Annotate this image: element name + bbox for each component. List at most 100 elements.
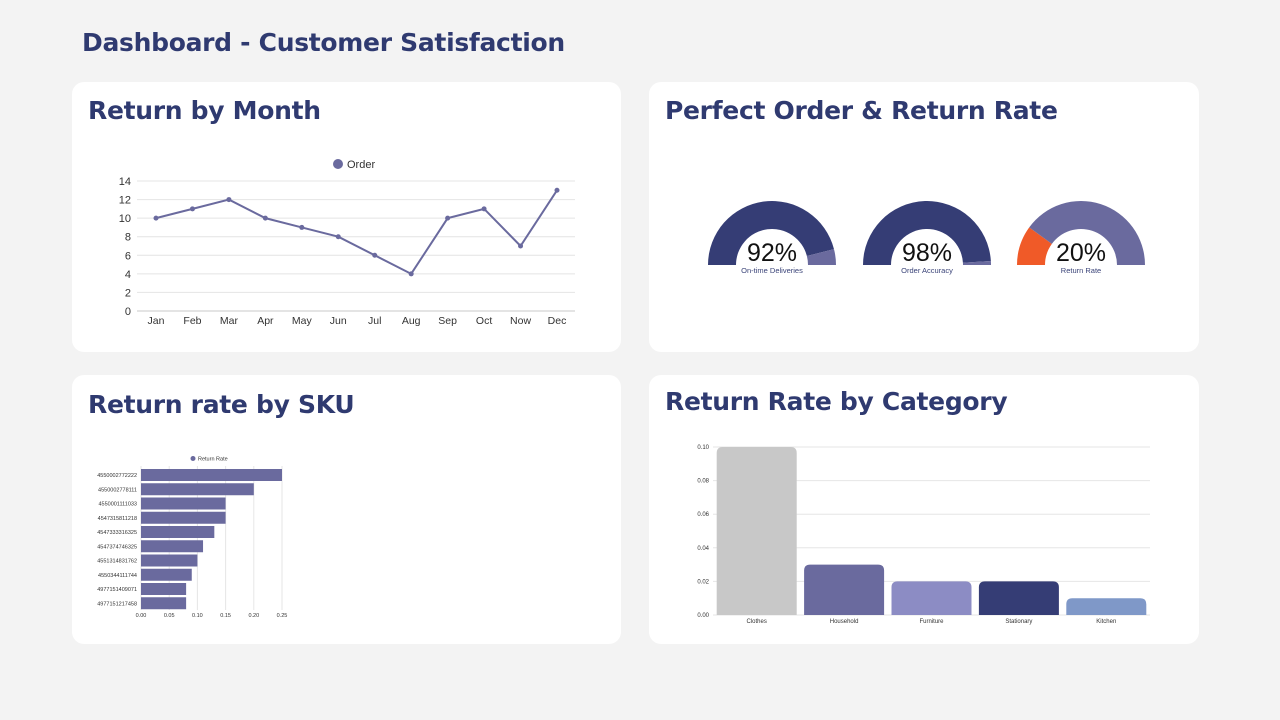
x-tick-label: Jan bbox=[148, 315, 165, 327]
y-tick-label: 0.08 bbox=[697, 479, 709, 485]
legend-marker bbox=[333, 159, 343, 169]
bar bbox=[978, 581, 1059, 615]
x-tick-label: Oct bbox=[476, 315, 492, 327]
legend-label: Return Rate bbox=[198, 457, 228, 463]
y-tick-label: 0 bbox=[125, 306, 131, 318]
x-tick-label: Feb bbox=[183, 315, 201, 327]
data-point bbox=[372, 252, 378, 258]
data-point bbox=[408, 271, 414, 277]
x-tick-label: Now bbox=[510, 315, 531, 327]
data-point bbox=[299, 224, 305, 230]
y-tick-label: 4550002778111 bbox=[98, 487, 137, 493]
card-title: Return rate by SKU bbox=[88, 390, 355, 419]
x-tick-label: Sep bbox=[438, 315, 457, 327]
x-tick-label: 0.10 bbox=[192, 613, 203, 619]
series-line-order bbox=[155, 189, 558, 276]
bar bbox=[804, 564, 885, 615]
y-tick-label: 0.10 bbox=[697, 445, 709, 451]
gauge-remainder bbox=[1029, 200, 1145, 265]
x-tick-label: May bbox=[292, 315, 313, 327]
bar bbox=[716, 447, 797, 615]
gauge-value: 92% bbox=[747, 239, 797, 267]
data-point bbox=[481, 206, 487, 212]
gauge-fill bbox=[863, 200, 991, 265]
bar bbox=[141, 483, 254, 496]
y-tick-label: 4977151217458 bbox=[97, 601, 137, 607]
x-tick-label: 0.20 bbox=[248, 613, 259, 619]
x-tick-label: Household bbox=[830, 619, 859, 625]
y-tick-label: 0.06 bbox=[697, 512, 709, 518]
x-tick-label: Stationary bbox=[1005, 619, 1032, 625]
legend-label: Order bbox=[347, 159, 375, 171]
y-tick-label: 6 bbox=[125, 250, 131, 262]
y-tick-label: 0.04 bbox=[697, 546, 709, 552]
x-tick-label: 0.15 bbox=[220, 613, 231, 619]
bar bbox=[1066, 598, 1147, 615]
bar bbox=[141, 526, 215, 538]
x-tick-label: Mar bbox=[220, 315, 239, 327]
x-tick-label: Apr bbox=[257, 315, 274, 327]
x-tick-label: Furniture bbox=[919, 619, 944, 625]
bar bbox=[141, 540, 204, 553]
gauge-label: Return Rate bbox=[1061, 266, 1101, 275]
gauge-label: On-time Deliveries bbox=[741, 266, 803, 275]
y-tick-label: 12 bbox=[119, 195, 131, 207]
data-point bbox=[554, 187, 560, 193]
y-tick-label: 14 bbox=[119, 176, 131, 188]
data-point bbox=[518, 243, 524, 249]
gauge-remainder bbox=[806, 249, 836, 265]
bar bbox=[141, 583, 187, 595]
y-tick-label: 4977151409071 bbox=[97, 587, 137, 593]
page-title: Dashboard - Customer Satisfaction bbox=[82, 28, 565, 57]
y-tick-label: 4551314831762 bbox=[97, 559, 137, 565]
y-tick-label: 8 bbox=[125, 232, 131, 244]
gauge-remainder bbox=[962, 260, 991, 265]
y-tick-label: 4547333316325 bbox=[97, 530, 137, 536]
legend-marker bbox=[190, 456, 196, 461]
gauge-fill bbox=[708, 201, 834, 265]
x-tick-label: Kitchen bbox=[1096, 619, 1116, 625]
card-title: Return by Month bbox=[88, 96, 321, 125]
y-tick-label: 4550002772222 bbox=[97, 473, 137, 479]
x-tick-label: 0.25 bbox=[277, 613, 288, 619]
data-point bbox=[262, 215, 268, 221]
bar bbox=[891, 581, 972, 615]
data-point bbox=[189, 206, 195, 212]
x-tick-label: Aug bbox=[402, 315, 421, 327]
bar bbox=[141, 554, 198, 567]
data-point bbox=[153, 215, 159, 221]
gauge-value: 98% bbox=[902, 239, 952, 267]
y-tick-label: 4547374746325 bbox=[97, 544, 137, 550]
y-tick-label: 4547315811218 bbox=[98, 516, 137, 522]
bar bbox=[141, 568, 192, 581]
y-tick-label: 0.00 bbox=[697, 613, 709, 619]
y-tick-label: 4550344111744 bbox=[98, 573, 137, 579]
x-tick-label: 0.00 bbox=[136, 613, 147, 619]
y-tick-label: 0.02 bbox=[697, 579, 709, 585]
gauge-value: 20% bbox=[1056, 239, 1106, 267]
data-point bbox=[335, 234, 341, 240]
card-title: Return Rate by Category bbox=[665, 387, 1008, 416]
x-tick-label: Jun bbox=[330, 315, 347, 327]
x-tick-label: Jul bbox=[368, 315, 381, 327]
bar bbox=[141, 497, 226, 510]
x-tick-label: 0.05 bbox=[164, 613, 175, 619]
bar bbox=[141, 511, 226, 524]
x-tick-label: Clothes bbox=[747, 619, 767, 625]
gauge-fill bbox=[1017, 227, 1052, 265]
x-tick-label: Dec bbox=[548, 315, 567, 327]
card-title: Perfect Order & Return Rate bbox=[665, 96, 1058, 125]
y-tick-label: 10 bbox=[119, 213, 131, 225]
y-tick-label: 4550001111033 bbox=[98, 502, 137, 508]
data-point bbox=[445, 215, 451, 221]
bar bbox=[141, 597, 187, 610]
bar bbox=[141, 469, 282, 481]
gauge-label: Order Accuracy bbox=[901, 266, 953, 275]
y-tick-label: 4 bbox=[125, 269, 131, 281]
data-point bbox=[226, 197, 232, 203]
y-tick-label: 2 bbox=[125, 287, 131, 299]
